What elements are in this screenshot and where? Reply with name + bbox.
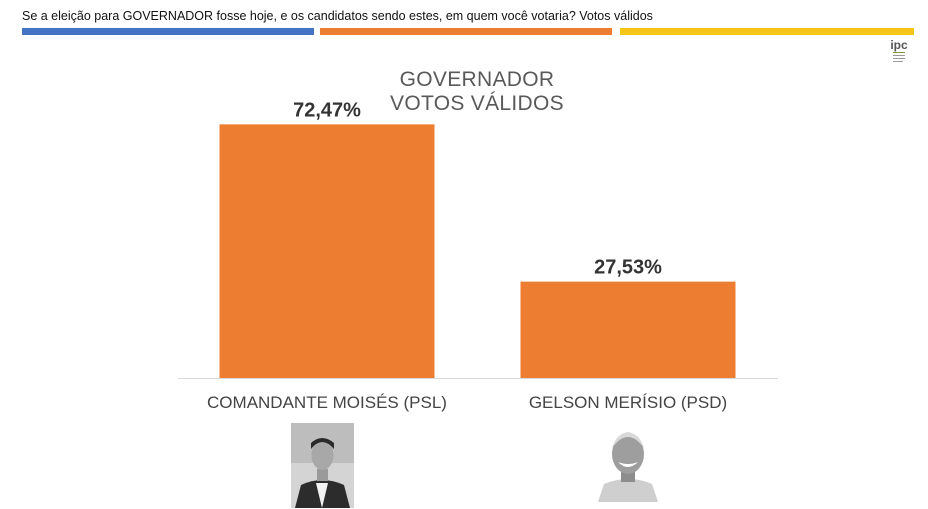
value-label-1: 27,53% xyxy=(594,257,662,279)
ipc-logo-icon: ipc xyxy=(890,38,908,62)
bar-0 xyxy=(219,124,435,378)
header-stripe-yellow xyxy=(620,28,914,35)
header-stripe-orange xyxy=(320,28,612,35)
header-stripe-blue xyxy=(22,28,314,35)
candidate-photo-moises xyxy=(291,423,354,508)
svg-text:ipc: ipc xyxy=(890,38,908,52)
bar-1 xyxy=(520,281,736,378)
value-label-0: 72,47% xyxy=(293,99,361,121)
survey-question: Se a eleição para GOVERNADOR fosse hoje,… xyxy=(22,9,653,23)
category-label-1: GELSON MERÍSIO (PSD) xyxy=(529,393,727,412)
candidate-photo-merisio xyxy=(596,418,660,502)
category-label-0: COMANDANTE MOISÉS (PSL) xyxy=(207,393,447,412)
chart-subtitle: VOTOS VÁLIDOS xyxy=(390,92,564,115)
chart-title: GOVERNADOR xyxy=(399,68,555,91)
